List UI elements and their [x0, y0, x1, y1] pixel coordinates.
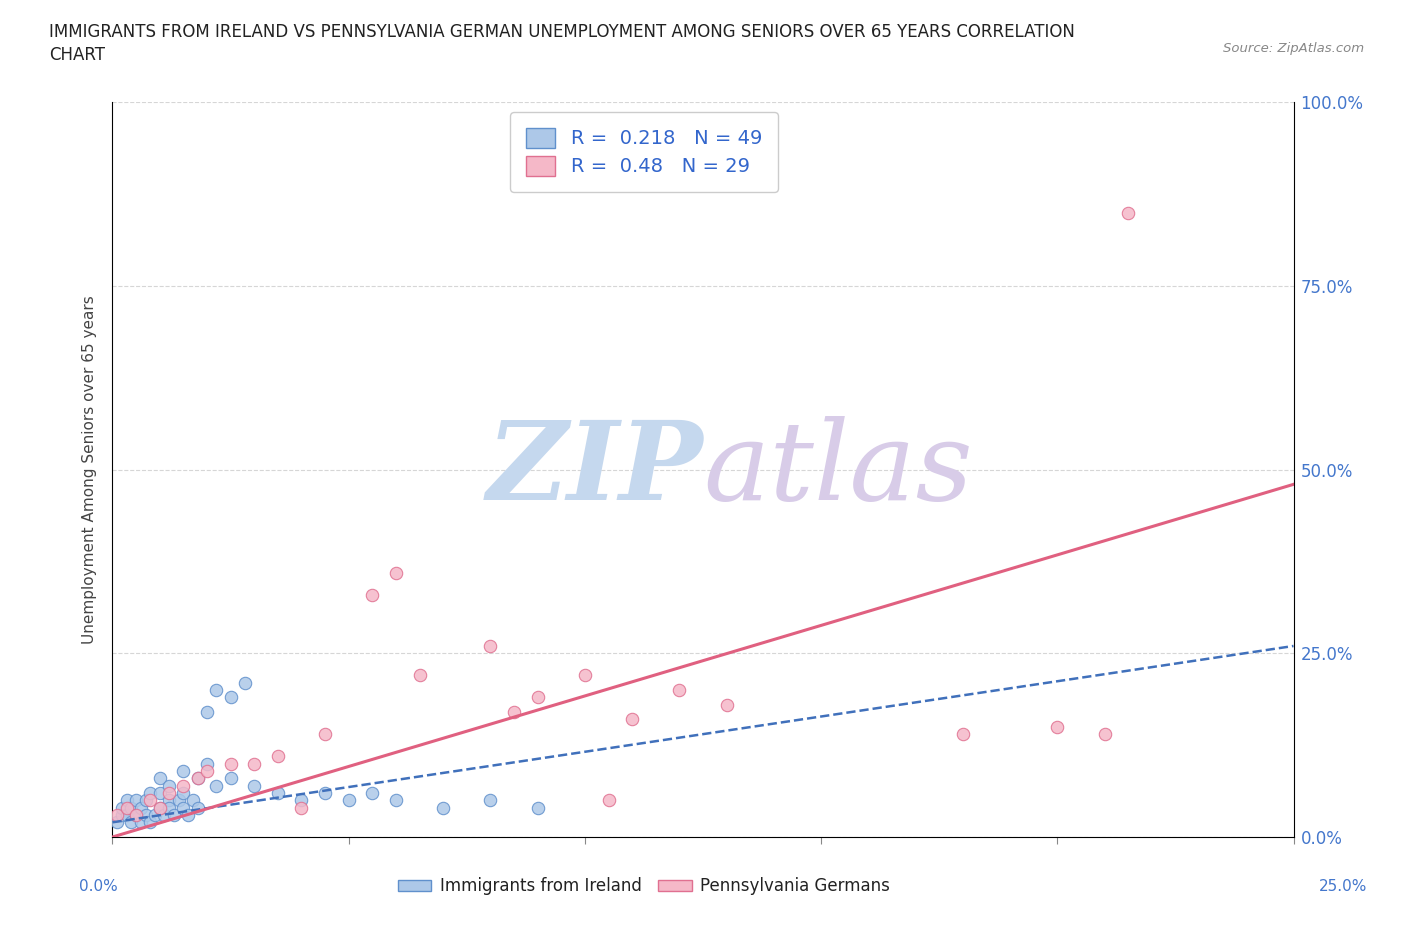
- Point: [120, 815, 142, 830]
- Point: [125, 792, 148, 807]
- Point: [314, 726, 336, 741]
- Point: [290, 792, 312, 807]
- Point: [105, 807, 128, 822]
- Y-axis label: Unemployment Among Seniors over 65 years: Unemployment Among Seniors over 65 years: [82, 296, 97, 644]
- Point: [195, 705, 218, 720]
- Point: [125, 807, 148, 822]
- Point: [290, 800, 312, 815]
- Point: [243, 778, 266, 793]
- Point: [526, 800, 548, 815]
- Legend: Immigrants from Ireland, Pennsylvania Germans: Immigrants from Ireland, Pennsylvania Ge…: [391, 870, 897, 902]
- Point: [153, 807, 176, 822]
- Point: [186, 771, 208, 786]
- Point: [1046, 720, 1069, 735]
- Point: [1116, 206, 1139, 220]
- Point: [157, 792, 180, 807]
- Point: [115, 800, 138, 815]
- Point: [172, 786, 194, 801]
- Point: [361, 786, 384, 801]
- Text: IMMIGRANTS FROM IRELAND VS PENNSYLVANIA GERMAN UNEMPLOYMENT AMONG SENIORS OVER 6: IMMIGRANTS FROM IRELAND VS PENNSYLVANIA …: [49, 23, 1076, 41]
- Point: [267, 786, 290, 801]
- Point: [149, 800, 172, 815]
- Point: [139, 792, 162, 807]
- Point: [139, 815, 162, 830]
- Point: [716, 698, 738, 712]
- Point: [503, 705, 526, 720]
- Point: [205, 683, 228, 698]
- Point: [205, 778, 228, 793]
- Point: [526, 690, 548, 705]
- Point: [219, 756, 242, 771]
- Point: [115, 807, 138, 822]
- Point: [129, 800, 152, 815]
- Text: atlas: atlas: [703, 416, 973, 524]
- Point: [177, 807, 200, 822]
- Point: [337, 792, 360, 807]
- Point: [385, 565, 408, 580]
- Point: [314, 786, 336, 801]
- Text: CHART: CHART: [49, 46, 105, 64]
- Point: [408, 668, 430, 683]
- Point: [432, 800, 454, 815]
- Point: [172, 778, 194, 793]
- Point: [479, 792, 502, 807]
- Point: [111, 807, 134, 822]
- Point: [952, 726, 974, 741]
- Point: [120, 800, 142, 815]
- Point: [574, 668, 596, 683]
- Point: [111, 800, 134, 815]
- Point: [267, 749, 290, 764]
- Point: [157, 800, 180, 815]
- Point: [361, 587, 384, 602]
- Point: [143, 807, 166, 822]
- Point: [385, 792, 408, 807]
- Point: [163, 807, 186, 822]
- Point: [172, 800, 194, 815]
- Point: [157, 778, 180, 793]
- Point: [129, 815, 152, 830]
- Point: [186, 771, 208, 786]
- Point: [125, 807, 148, 822]
- Point: [139, 786, 162, 801]
- Point: [233, 675, 256, 690]
- Point: [149, 786, 172, 801]
- Text: Source: ZipAtlas.com: Source: ZipAtlas.com: [1223, 42, 1364, 55]
- Point: [172, 764, 194, 778]
- Point: [479, 639, 502, 654]
- Point: [135, 792, 157, 807]
- Point: [167, 792, 190, 807]
- Point: [149, 771, 172, 786]
- Point: [105, 815, 128, 830]
- Point: [219, 771, 242, 786]
- Point: [668, 683, 690, 698]
- Point: [115, 792, 138, 807]
- Point: [1094, 726, 1116, 741]
- Text: 25.0%: 25.0%: [1319, 879, 1367, 894]
- Text: 0.0%: 0.0%: [79, 879, 118, 894]
- Point: [195, 756, 218, 771]
- Point: [186, 800, 208, 815]
- Point: [621, 712, 644, 727]
- Point: [219, 690, 242, 705]
- Text: ZIP: ZIP: [486, 416, 703, 524]
- Point: [181, 792, 204, 807]
- Point: [135, 807, 157, 822]
- Point: [195, 764, 218, 778]
- Point: [149, 800, 172, 815]
- Point: [243, 756, 266, 771]
- Point: [157, 786, 180, 801]
- Point: [598, 792, 620, 807]
